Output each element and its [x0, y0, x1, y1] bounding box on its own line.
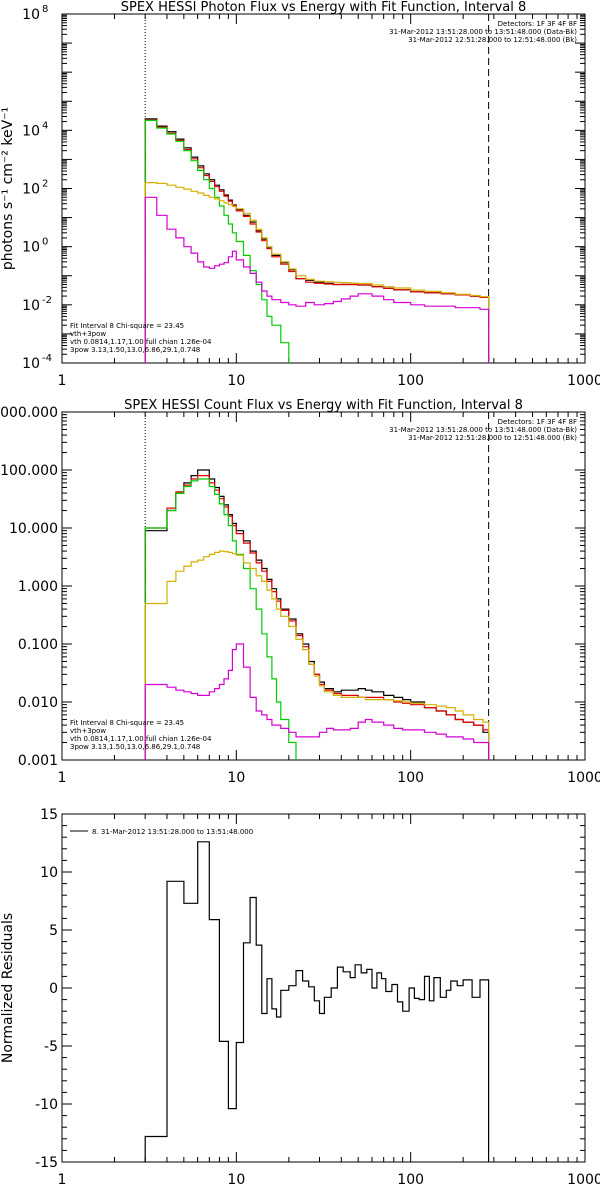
y-tick-label: 10: [40, 865, 58, 881]
y-tick-label: 0: [49, 981, 58, 997]
x-tick-label: 10: [227, 770, 245, 786]
series-line-1: [144, 841, 490, 1162]
legend-bottom-left-entry: 3pow 3.13,1.50,13.0,6.86,29.1,0.748: [70, 743, 200, 751]
y-tick-label: 10: [22, 298, 40, 314]
series-line-2: [144, 475, 490, 760]
y-tick-label: -15: [35, 1155, 58, 1171]
legend-bottom-left-entry: Fit Interval 8 Chi-square = 23.45: [70, 322, 184, 330]
x-tick-label: 1: [58, 770, 67, 786]
series-line-4: [144, 550, 490, 760]
y-tick-label: -10: [35, 1097, 58, 1113]
x-tick-label: 1000: [567, 373, 600, 389]
y-axis-label: photons s⁻¹ cm⁻² keV⁻¹: [0, 107, 16, 270]
y-tick-label: 0.010: [18, 695, 58, 711]
legend-top-right-entry: 31-Mar-2012 13:51:28.000 to 13:51:48.000…: [389, 426, 577, 434]
legend-top-right-entry: 31-Mar-2012 12:51:28.000 to 12:51:48.000…: [408, 36, 577, 44]
y-tick-exponent: -2: [42, 295, 52, 306]
legend-top-right-entry: Detectors: 1F 3F 4F 8F: [498, 20, 577, 28]
chart-title: SPEX HESSI Photon Flux vs Energy with Fi…: [121, 0, 527, 15]
x-tick-label: 100: [397, 373, 424, 389]
plot-frame: [61, 13, 586, 364]
legend-bottom-left-entry: vth 0.0814,1.17,1.00 full chian 1.26e-04: [70, 735, 212, 743]
y-tick-label: 0.001: [18, 753, 58, 769]
legend-bottom-left-entry: 3pow 3.13,1.50,13.0,6.86,29.1,0.748: [70, 346, 200, 354]
series-line-4: [144, 182, 490, 363]
x-tick-label: 1: [58, 373, 67, 389]
series-line-3: [144, 119, 290, 363]
x-tick-label: 1000: [567, 1172, 600, 1188]
x-tick-label: 10: [227, 1172, 245, 1188]
y-tick-label: 1000.000: [0, 405, 58, 421]
x-tick-label: 100: [397, 770, 424, 786]
y-tick-exponent: 0: [42, 237, 48, 248]
y-tick-exponent: 2: [42, 179, 48, 190]
legend-bottom-left-entry: Fit Interval 8 Chi-square = 23.45: [70, 719, 184, 727]
y-tick-label: 10: [22, 7, 40, 23]
y-tick-exponent: 4: [42, 120, 48, 131]
x-tick-label: 10: [227, 373, 245, 389]
series-line-3: [144, 478, 297, 760]
x-tick-label: 1000: [567, 770, 600, 786]
legend-top-right-entry: 31-Mar-2012 12:51:28.000 to 12:51:48.000…: [408, 434, 577, 442]
chart-title: SPEX HESSI Count Flux vs Energy with Fit…: [124, 398, 523, 413]
legend-top-left-entry: 8. 31-Mar-2012 13:51:28.000 to 13:51:48.…: [92, 828, 253, 836]
legend-bottom-left-entry: vth 0.0814,1.17,1.00 full chian 1.26e-04: [70, 338, 212, 346]
y-axis-label: Normalized Residuals: [0, 913, 16, 1063]
legend-top-right-entry: 31-Mar-2012 13:51:28.000 to 13:51:48.000…: [389, 28, 577, 36]
y-tick-label: -5: [44, 1039, 58, 1055]
y-tick-label: 5: [49, 923, 58, 939]
series-group: [144, 469, 490, 760]
y-tick-label: 100.000: [0, 463, 58, 479]
plot-frame: [61, 813, 586, 1163]
series-group: [144, 118, 490, 363]
y-tick-label: 10.000: [9, 521, 58, 537]
legend-bottom-left-entry: vth+3pow: [70, 330, 106, 338]
series-line-5: [144, 196, 490, 363]
legend-top-right-entry: Detectors: 1F 3F 4F 8F: [498, 418, 577, 426]
plot-frame: [61, 411, 586, 761]
legend-bottom-left-entry: vth+3pow: [70, 727, 106, 735]
y-tick-exponent: -4: [42, 353, 52, 364]
chart-3: 1 10 100 1000 -15 -10 -5 0 5 10 15 Normalized Resid…: [0, 807, 600, 1188]
y-tick-label: 10: [22, 123, 40, 139]
y-tick-label: 10: [22, 182, 40, 198]
series-line-2: [144, 119, 490, 363]
y-tick-label: 10: [22, 240, 40, 256]
y-tick-label: 0.100: [18, 637, 58, 653]
series-line-5: [144, 643, 490, 760]
series-group: [144, 841, 490, 1162]
y-tick-exponent: 8: [42, 4, 48, 15]
chart-2: 1 10 100 1000 0.001 0.010 0.100 1.000 10.000 100.…: [0, 398, 600, 786]
y-tick-label: 10: [22, 356, 40, 372]
y-tick-label: 15: [40, 807, 58, 823]
y-tick-label: 1.000: [18, 579, 58, 595]
x-tick-label: 1: [58, 1172, 67, 1188]
x-tick-label: 100: [397, 1172, 424, 1188]
series-line-1: [144, 469, 490, 760]
series-line-1: [144, 118, 490, 363]
